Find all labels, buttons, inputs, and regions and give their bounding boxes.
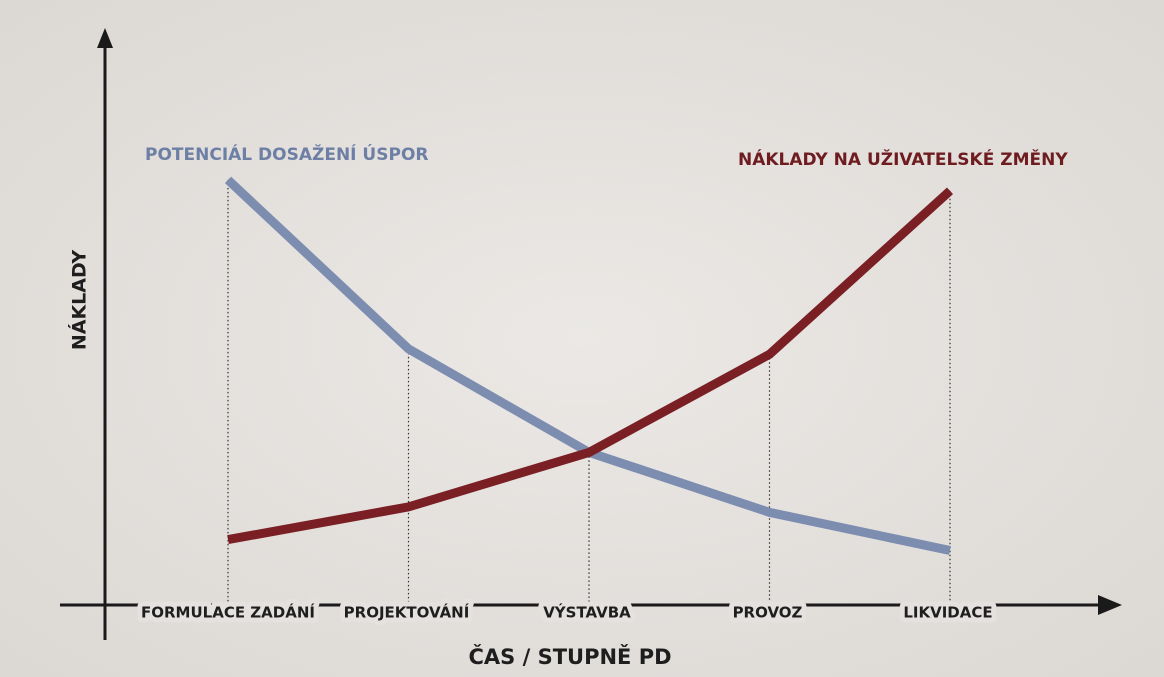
series-label: NÁKLADY NA UŽIVATELSKÉ ZMĚNY: [738, 148, 1068, 170]
x-tick-label: VÝSTAVBA: [543, 603, 631, 622]
y-axis-arrow: [97, 28, 113, 48]
x-tick-label: FORMULACE ZADÁNÍ: [141, 603, 315, 622]
x-axis-arrow: [1098, 595, 1122, 615]
series-label: POTENCIÁL DOSAŽENÍ ÚSPOR: [145, 143, 428, 165]
x-tick-label: LIKVIDACE: [903, 604, 992, 622]
x-axis-label: ČAS / STUPNĚ PD: [468, 644, 671, 669]
series-line: [227, 187, 954, 545]
x-tick-label: PROJEKTOVÁNÍ: [344, 603, 470, 622]
x-tick-label: PROVOZ: [733, 604, 803, 622]
y-axis-label: NÁKLADY: [68, 250, 91, 351]
